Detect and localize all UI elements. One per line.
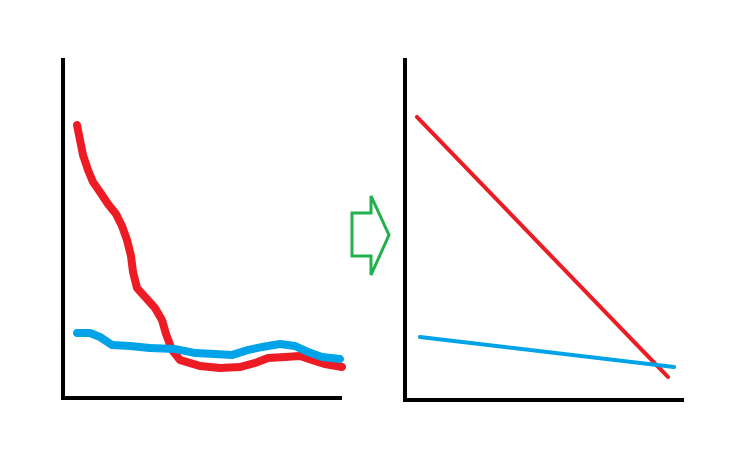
- right-red-line: [415, 115, 670, 379]
- left-blue-curve: [73, 329, 344, 363]
- arrow-right-icon: [350, 195, 391, 276]
- left-red-curve: [73, 121, 346, 372]
- right-blue-line: [418, 335, 676, 369]
- left-panel: [61, 58, 346, 400]
- right-panel: [403, 58, 684, 402]
